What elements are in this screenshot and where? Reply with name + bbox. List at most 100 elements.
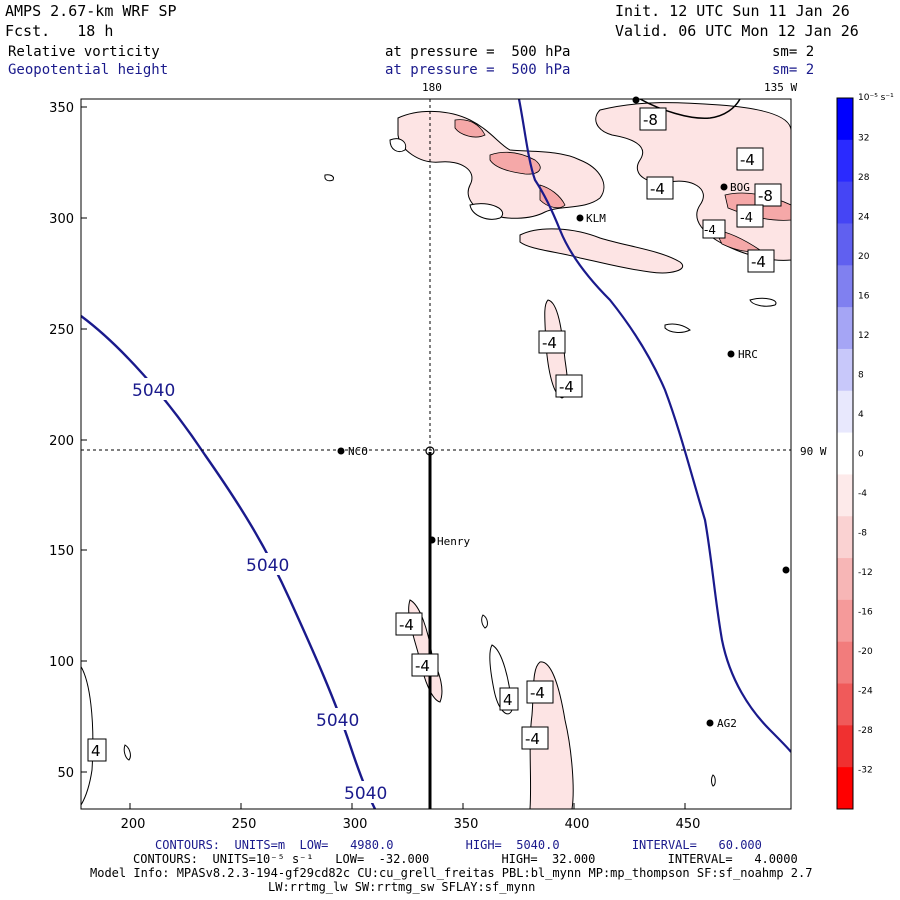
colorbar-cell bbox=[837, 599, 853, 643]
vorticity-area-mid bbox=[519, 228, 683, 274]
colorbar-label: -8 bbox=[858, 529, 867, 539]
y-tick-label: 250 bbox=[49, 323, 74, 338]
contour-island-10 bbox=[469, 203, 503, 220]
x-tick-label: 300 bbox=[343, 817, 368, 832]
colorbar-cell bbox=[837, 725, 853, 768]
colorbar-label: -24 bbox=[858, 687, 873, 697]
colorbar-cell bbox=[837, 558, 853, 601]
forecast-hour: Fcst. 18 h bbox=[5, 22, 114, 40]
contour-island-8 bbox=[324, 174, 334, 182]
station-label-hrc: HRC bbox=[738, 348, 758, 361]
y-axis-labels: 50 100 150 200 250 300 350 bbox=[49, 101, 74, 781]
y-tick-label: 50 bbox=[57, 766, 74, 781]
colorbar-cell bbox=[837, 265, 853, 308]
vorticity-label: -4 bbox=[751, 253, 766, 271]
x-tick-label: 350 bbox=[454, 817, 479, 832]
contour-island-9 bbox=[389, 138, 407, 153]
colorbar-cell bbox=[837, 181, 853, 224]
x-tick-label: 450 bbox=[676, 817, 701, 832]
colorbar-label: 4 bbox=[858, 410, 864, 420]
colorbar-cell bbox=[837, 348, 853, 392]
colorbar-frame bbox=[836, 97, 854, 810]
vorticity-label: -4 bbox=[530, 684, 545, 702]
init-time: Init. 12 UTC Sun 11 Jan 26 bbox=[615, 2, 850, 20]
colorbar-cell bbox=[837, 683, 853, 726]
colorbar-label: 16 bbox=[858, 292, 870, 302]
contour-island-6 bbox=[664, 323, 691, 333]
field2-level: at pressure = 500 hPa bbox=[385, 62, 571, 78]
model-title: AMPS 2.67-km WRF SP bbox=[5, 2, 177, 20]
station-dot bbox=[782, 566, 790, 574]
station-label-henry: Henry bbox=[437, 535, 470, 548]
x-tick-label: 250 bbox=[232, 817, 257, 832]
vorticity-label: -4 bbox=[415, 657, 430, 675]
vorticity-contour-info: CONTOURS: UNITS=10⁻⁵ s⁻¹ LOW= -32.000 HI… bbox=[133, 852, 798, 866]
colorbar-cell bbox=[837, 767, 853, 810]
height-label: 5040 bbox=[316, 711, 359, 731]
vorticity-core-1 bbox=[489, 151, 541, 175]
colorbar-cell bbox=[837, 641, 853, 685]
y-tick-label: 150 bbox=[49, 544, 74, 559]
height-labels: 5040 5040 5040 5040 bbox=[128, 378, 392, 804]
colorbar-label: 20 bbox=[858, 252, 870, 262]
contour-island-5 bbox=[711, 774, 716, 787]
station-label-nco: NCO bbox=[348, 445, 368, 458]
vorticity-label: -8 bbox=[758, 187, 773, 205]
contour-island-4 bbox=[481, 614, 488, 629]
colorbar-label: 32 bbox=[858, 134, 869, 144]
station-dot bbox=[727, 350, 735, 358]
colorbar-label: -20 bbox=[858, 647, 873, 657]
colorbar-cell bbox=[837, 223, 853, 266]
vorticity-labels: -8 -4 -4 -8 -4 -4 -4 -4 -4 -4 4 -4 -4 4 … bbox=[87, 107, 782, 762]
colorbar-label: -32 bbox=[858, 766, 873, 776]
vorticity-label: -4 bbox=[704, 223, 716, 237]
height-contour-info: CONTOURS: UNITS=m LOW= 4980.0 HIGH= 5040… bbox=[155, 838, 762, 852]
y-tick-label: 200 bbox=[49, 434, 74, 449]
station-label-klm: KLM bbox=[586, 212, 606, 225]
colorbar-label: -16 bbox=[858, 608, 873, 618]
field2-name: Geopotential height bbox=[8, 62, 169, 78]
height-label: 5040 bbox=[344, 784, 387, 804]
vorticity-label: -4 bbox=[399, 616, 414, 634]
x-axis-labels: 200 250 300 350 400 450 bbox=[121, 817, 701, 832]
field2-smoothing: sm= 2 bbox=[772, 62, 815, 78]
contour-island-7 bbox=[749, 297, 777, 307]
station-label-ag2: AG2 bbox=[717, 717, 737, 730]
axis-ticks bbox=[81, 106, 686, 809]
colorbar-cell bbox=[837, 139, 853, 183]
station-dot bbox=[720, 183, 728, 191]
station-dot bbox=[706, 719, 714, 727]
height-label: 5040 bbox=[246, 556, 289, 576]
field1-smoothing: sm= 2 bbox=[772, 44, 815, 60]
colorbar-label: -12 bbox=[858, 568, 873, 578]
colorbar-label: -4 bbox=[858, 489, 867, 499]
colorbar-cell bbox=[837, 474, 853, 517]
vorticity-label: 4 bbox=[91, 742, 101, 760]
colorbar-labels: 32 28 24 20 16 12 8 4 0 -4 -8 -12 -16 -20 -24 -28 -32 bbox=[858, 134, 873, 776]
pole-marker bbox=[425, 446, 435, 456]
x-tick-label: 400 bbox=[565, 817, 590, 832]
colorbar-cell bbox=[837, 307, 853, 350]
colorbar-cell bbox=[837, 516, 853, 559]
vorticity-core-2 bbox=[539, 184, 566, 209]
y-tick-label: 350 bbox=[49, 101, 74, 116]
lon-label-90w: 90 W bbox=[800, 445, 827, 458]
stations: NCO Henry HRC AG2 BOG KLM bbox=[337, 96, 790, 730]
vorticity-label: 4 bbox=[503, 691, 513, 709]
map-plot-area bbox=[81, 99, 791, 809]
colorbar-label: 8 bbox=[858, 371, 864, 381]
lon-label-135w: 135 W bbox=[764, 81, 797, 94]
field1-name: Relative vorticity bbox=[8, 44, 160, 60]
y-tick-label: 100 bbox=[49, 655, 74, 670]
vorticity-label: -4 bbox=[740, 211, 753, 226]
colorbar-units: 10⁻⁵ s⁻¹ bbox=[858, 93, 894, 103]
model-info: Model Info: MPASv8.2.3-194-gf29cd82c CU:… bbox=[90, 866, 813, 880]
contour-island-2 bbox=[123, 744, 131, 761]
station-label-bog: BOG bbox=[730, 181, 750, 194]
y-tick-label: 300 bbox=[49, 212, 74, 227]
coastline bbox=[517, 99, 791, 753]
vorticity-label: -4 bbox=[525, 730, 540, 748]
field1-level: at pressure = 500 hPa bbox=[385, 44, 571, 60]
vorticity-label: -4 bbox=[559, 378, 574, 396]
